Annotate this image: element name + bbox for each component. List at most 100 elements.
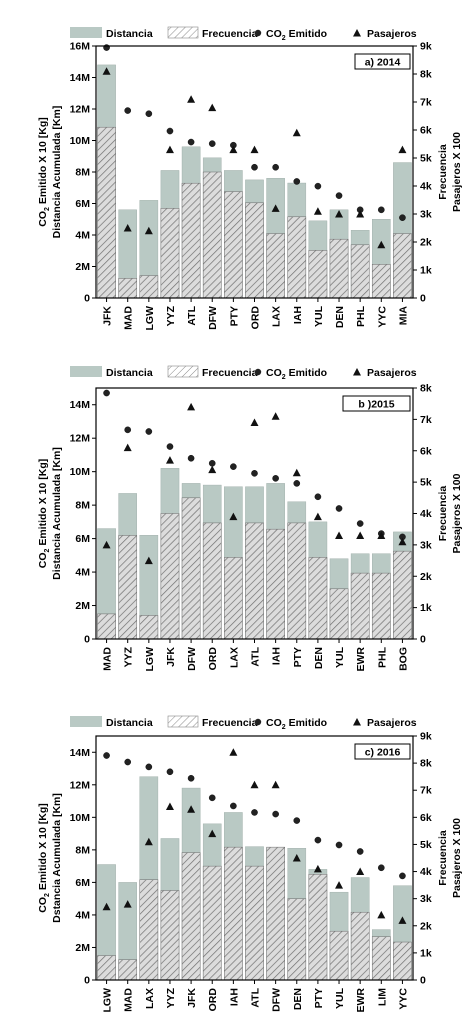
x-tick-label-YUL: YUL [313,305,325,327]
bar-frequency-MAD [97,613,116,640]
legend-distance-swatch [70,366,102,377]
x-tick-label-ORD: ORD [207,647,219,671]
x-tick-label-JFK: JFK [102,306,114,326]
point-passengers-MAD [102,540,111,549]
right-tick-label: 2k [420,571,432,583]
point-co2-YYC [399,872,406,880]
point-co2-MAD [124,758,131,766]
point-co2-PTY [293,480,301,487]
x-tick-label-PTY: PTY [313,988,325,1008]
legend: Distancia Frecuencia CO2 Emitido Pasajeros [70,26,417,42]
right-tick-label: 6k [420,125,432,137]
point-co2-ORD [208,794,216,802]
point-passengers-ORD [208,829,217,838]
x-tick-label-DFW: DFW [186,647,198,671]
legend-co2-marker [254,718,262,726]
panel-2: 0 2M 4M 6M 8M 10M 12M 14M 0 1k 2k 3k 4k 5k 6k 7k 8k MAD YY… [37,383,463,672]
x-tick-label-LGW: LGW [144,306,156,331]
legend-distance-swatch [70,716,102,727]
point-co2-LAX [230,463,237,470]
point-co2-LIM [377,864,385,872]
point-co2-LAX [272,163,279,171]
legend-passengers-label: Pasajeros [367,717,417,729]
bar-frequency-LGW [139,275,159,299]
right-axis-label-passengers: Pasajeros X 100 [451,818,463,898]
point-co2-YUL [335,505,343,512]
point-passengers-ORD [208,465,217,474]
point-co2-IAH [230,802,237,810]
point-passengers-JFK [102,67,111,75]
left-tick-label: 12M [70,433,91,445]
right-tick-label: 7k [420,97,432,109]
x-tick-label-ATL: ATL [250,646,262,666]
bar-frequency-MAD [118,959,138,981]
left-tick-label: 2M [75,261,90,273]
bar-frequency-IAH [224,846,243,981]
right-tick-label: 9k [420,731,432,743]
x-tick-label-DEN: DEN [292,988,304,1010]
bar-frequency-DFW [266,846,285,981]
legend: Distancia Frecuencia CO2 Emitido Pasajeros [70,365,417,381]
right-tick-label: 4k [420,508,432,520]
right-axis-label-frequency: Frecuencia [437,486,449,542]
x-tick-label-YUL: YUL [334,987,346,1009]
right-tick-label: 7k [420,414,432,426]
point-passengers-MIA [398,145,407,154]
point-passengers-PHL [356,210,365,218]
point-passengers-DEN [313,512,322,521]
left-tick-label: 14M [70,747,91,759]
bar-frequency-PTY [224,191,243,299]
bar-frequency-MIA [393,233,412,299]
left-tick-label: 0 [84,634,90,646]
left-tick-label: 6M [75,198,90,210]
left-tick-label: 2M [75,942,90,954]
bar-frequency-PHL [371,572,391,640]
point-co2-MIA [399,214,406,221]
point-co2-LGW [145,428,153,435]
x-tick-label-PHL: PHL [355,305,367,327]
legend-passengers-marker [353,368,361,376]
bar-frequency-DFW [181,497,201,640]
point-co2-EWR [356,520,364,527]
right-tick-label: 5k [420,153,432,165]
right-tick-label: 6k [420,445,432,457]
bar-frequency-ATL [181,182,201,299]
x-tick-label-ORD: ORD [207,988,219,1012]
point-passengers-MAD [123,224,132,232]
left-tick-label: 0 [84,293,90,305]
point-passengers-EWR [356,531,365,539]
x-tick-label-MAD: MAD [123,306,135,330]
left-tick-label: 8M [75,844,90,856]
left-tick-label: 10M [70,466,91,478]
legend-passengers-marker [353,29,361,37]
right-tick-label: 2k [420,237,432,249]
point-co2-DEN [293,817,301,824]
point-passengers-YUL [335,881,344,889]
bar-frequency-YUL [329,588,349,640]
x-tick-label-YYZ: YYZ [165,987,177,1008]
legend-co2-marker [254,368,262,376]
x-tick-label-ATL: ATL [186,305,198,325]
point-passengers-YYC [377,240,386,249]
point-co2-DFW [208,140,216,147]
bar-frequency-LAX [139,879,159,981]
right-tick-label: 3k [420,893,432,905]
bar-frequency-LIM [371,936,391,981]
left-axis-label-distance: Distancia Acumulada [Km] [51,447,63,580]
x-tick-label-LIM: LIM [376,988,388,1006]
point-passengers-ORD [250,145,259,154]
point-passengers-YYZ [165,802,174,810]
point-passengers-IAH [292,128,301,137]
right-tick-label: 0 [420,634,426,646]
right-tick-label: 1k [420,602,432,614]
bar-frequency-JFK [160,513,180,640]
panel-label-box [342,395,411,412]
right-tick-label: 3k [420,539,432,551]
bar-frequency-LGW [139,615,159,640]
left-tick-label: 4M [75,230,90,242]
point-passengers-JFK [165,456,174,464]
legend-passengers-label: Pasajeros [367,28,417,40]
right-tick-label: 4k [420,866,432,878]
point-co2-DEN [314,493,322,501]
point-passengers-DFW [187,402,196,411]
